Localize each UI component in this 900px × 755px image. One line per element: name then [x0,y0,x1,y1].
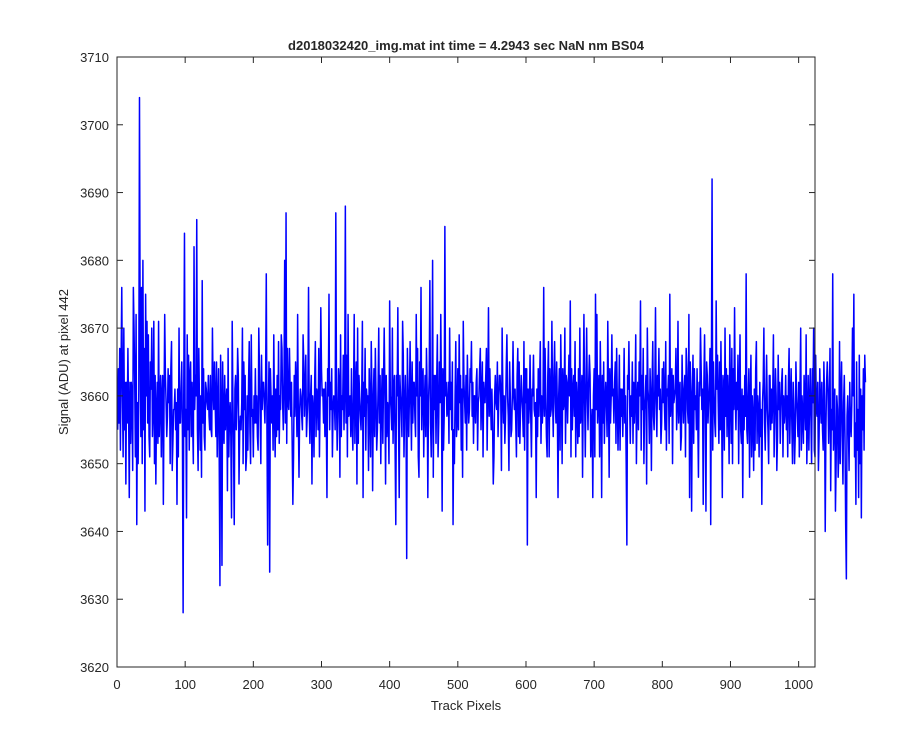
y-axis-label: Signal (ADU) at pixel 442 [56,289,71,435]
x-tick-label: 800 [651,677,673,692]
y-tick-label: 3660 [80,389,109,404]
x-tick-label: 500 [447,677,469,692]
x-tick-label: 1000 [784,677,813,692]
y-axis: 3620 3630 3640 3650 3660 3670 3680 3690 3700 3710 [80,50,815,675]
x-tick-label: 200 [242,677,264,692]
x-tick-label: 100 [174,677,196,692]
x-axis-label: Track Pixels [431,698,502,713]
x-tick-label: 400 [379,677,401,692]
y-tick-label: 3710 [80,50,109,65]
x-tick-label: 600 [515,677,537,692]
series-layer [116,96,867,614]
axes-box [116,56,816,668]
y-tick-label: 3650 [80,457,109,472]
series-line-1 [116,96,867,614]
x-tick-label: 700 [583,677,605,692]
y-tick-label: 3690 [80,186,109,201]
y-tick-label: 3640 [80,524,109,539]
x-axis: 0 100 200 300 400 500 600 700 800 900 1000 [113,57,813,692]
y-tick-label: 3680 [80,253,109,268]
y-tick-label: 3630 [80,592,109,607]
y-tick-label: 3670 [80,321,109,336]
x-tick-label: 900 [720,677,742,692]
y-tick-label: 3700 [80,118,109,133]
y-tick-label: 3620 [80,660,109,675]
x-tick-label: 0 [113,677,120,692]
chart-title: d2018032420_img.mat int time = 4.2943 se… [288,38,645,53]
x-tick-label: 300 [311,677,333,692]
plot-area [117,57,815,667]
